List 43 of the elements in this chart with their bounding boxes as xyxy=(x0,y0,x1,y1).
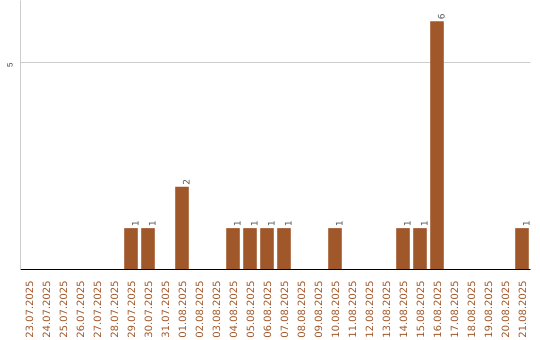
data-label: 1 xyxy=(234,220,244,226)
x-tick-label: 14.08.2025 xyxy=(399,280,410,338)
x-tick-label: 25.07.2025 xyxy=(59,280,70,338)
x-tick-label: 10.08.2025 xyxy=(331,280,342,338)
x-tick-label: 16.08.2025 xyxy=(433,280,444,338)
x-tick-label: 05.08.2025 xyxy=(246,280,257,338)
x-tick-label: 01.08.2025 xyxy=(178,280,189,338)
x-tick-label: 02.08.2025 xyxy=(195,280,206,338)
data-label: 2 xyxy=(182,178,192,185)
x-tick-label: 18.08.2025 xyxy=(467,280,478,338)
x-tick-label: 04.08.2025 xyxy=(229,280,240,338)
x-tick-label: 03.08.2025 xyxy=(212,280,223,338)
data-label: 1 xyxy=(336,220,346,226)
x-tick-label: 11.08.2025 xyxy=(348,280,359,338)
data-label: 1 xyxy=(284,220,294,226)
data-label: 1 xyxy=(250,220,260,226)
x-tick-label: 26.07.2025 xyxy=(76,280,87,338)
data-label: 1 xyxy=(268,220,278,226)
x-tick-label: 12.08.2025 xyxy=(365,280,376,338)
data-label: 1 xyxy=(404,220,414,226)
x-tick-label: 24.07.2025 xyxy=(42,280,53,338)
x-tick-label: 08.08.2025 xyxy=(297,280,308,338)
x-tick-label: 31.07.2025 xyxy=(161,280,172,338)
x-tick-label: 06.08.2025 xyxy=(263,280,274,338)
x-tick-label: 20.08.2025 xyxy=(501,280,512,338)
x-tick-label: 28.07.2025 xyxy=(110,280,121,338)
x-tick-label: 09.08.2025 xyxy=(314,280,325,338)
data-label: 1 xyxy=(522,220,532,226)
data-label: 6 xyxy=(438,13,448,20)
x-tick-label: 29.07.2025 xyxy=(127,280,138,338)
x-tick-label: 17.08.2025 xyxy=(450,280,461,338)
x-tick-label: 21.08.2025 xyxy=(518,280,529,338)
x-tick-label: 30.07.2025 xyxy=(144,280,155,338)
x-tick-label: 23.07.2025 xyxy=(25,280,36,338)
data-label: 1 xyxy=(132,220,142,226)
y-tick-label: 5 xyxy=(6,62,14,68)
x-tick-label: 19.08.2025 xyxy=(484,280,495,338)
data-label: 1 xyxy=(148,220,158,226)
x-tick-label: 13.08.2025 xyxy=(382,280,393,338)
data-label: 1 xyxy=(420,220,430,226)
x-tick-label: 27.07.2025 xyxy=(93,280,104,338)
x-tick-label: 07.08.2025 xyxy=(280,280,291,338)
x-tick-label: 15.08.2025 xyxy=(416,280,427,338)
